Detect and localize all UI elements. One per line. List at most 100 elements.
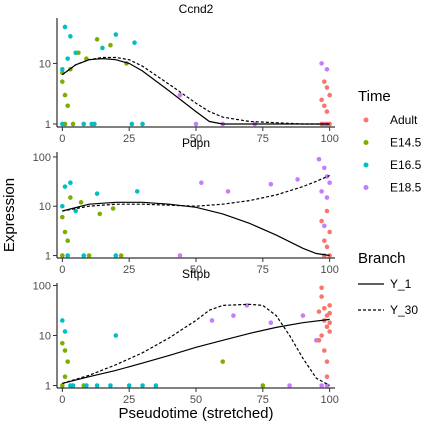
x-tick-label: 100: [320, 394, 338, 406]
data-point-adult: [327, 92, 332, 98]
data-point-e14-5: [86, 253, 92, 258]
data-point-e16-5: [81, 121, 87, 127]
data-point-e18-5: [319, 61, 324, 66]
y-tick-label: 10: [39, 331, 51, 343]
x-tick-label: 25: [123, 264, 135, 276]
y-tick-label: 10: [39, 58, 51, 70]
y-tick-label: 10: [39, 201, 51, 213]
data-point-e18-5: [322, 223, 327, 229]
x-tick-label: 25: [123, 394, 135, 406]
data-point-e18-5: [268, 320, 274, 326]
data-point-adult: [322, 348, 327, 353]
data-point-e14-5: [60, 383, 65, 388]
x-tick-label: 100: [320, 133, 338, 145]
x-tick-label: 0: [59, 394, 65, 406]
x-tick-label: 50: [190, 264, 202, 276]
data-point-e18-5: [319, 383, 324, 388]
data-point-e16-5: [140, 121, 145, 127]
data-point-adult: [316, 309, 322, 314]
legend-time-title: Time: [358, 88, 391, 105]
data-point-adult: [327, 320, 332, 326]
data-point-e16-5: [108, 383, 113, 388]
data-point-e16-5: [65, 253, 70, 258]
legend-key-e14-5: [363, 140, 369, 145]
data-point-e16-5: [62, 184, 68, 189]
data-point-e14-5: [110, 206, 116, 211]
data-point-e16-5: [60, 66, 65, 72]
panel-sftpb: Sftpb 1 10 100 0 25 50 75 100: [33, 267, 339, 406]
data-point-adult: [319, 218, 324, 224]
data-point-e14-5: [78, 200, 84, 205]
legend-key-e18-5: [363, 185, 369, 190]
panel-title: Pdpn: [182, 136, 210, 150]
data-point-e18-5: [199, 180, 204, 186]
legend-label: Y_1: [390, 277, 412, 291]
y-axis-label: Expression: [1, 178, 18, 252]
trend-line-y_1: [61, 57, 330, 125]
data-point-adult: [327, 310, 332, 316]
data-point-adult: [327, 303, 332, 308]
y-tick-label: 1: [45, 381, 51, 393]
data-point-adult: [319, 97, 324, 103]
data-point-e18-5: [177, 92, 183, 98]
data-point-adult: [324, 244, 330, 250]
data-point-e18-5: [209, 318, 215, 323]
data-point-e14-5: [65, 238, 70, 243]
data-point-e16-5: [81, 253, 87, 258]
panel-title: Sftpb: [182, 267, 210, 281]
data-point-adult: [319, 294, 324, 299]
y-tick-label: 1: [45, 119, 51, 131]
data-point-e16-5: [134, 189, 140, 194]
data-point-adult: [324, 324, 330, 329]
data-point-e16-5: [92, 121, 97, 127]
data-point-e14-5: [65, 103, 70, 109]
trend-line-y_30: [61, 56, 330, 125]
data-point-e18-5: [268, 181, 274, 187]
data-point-e16-5: [62, 329, 68, 334]
data-point-adult: [324, 85, 330, 90]
data-point-e16-5: [68, 180, 73, 186]
data-point-adult: [319, 333, 324, 338]
data-point-adult: [322, 305, 327, 311]
data-point-adult: [322, 103, 327, 109]
x-tick-label: 25: [123, 133, 135, 145]
data-point-e14-5: [60, 214, 65, 220]
data-point-e14-5: [108, 42, 113, 48]
panel-title: Ccnd2: [179, 2, 214, 16]
data-point-e16-5: [73, 50, 79, 56]
data-point-e16-5: [73, 208, 79, 214]
data-point-e14-5: [68, 195, 73, 200]
data-point-e16-5: [70, 383, 76, 388]
data-point-e16-5: [132, 40, 137, 45]
data-point-e14-5: [60, 79, 65, 84]
data-point-adult: [322, 79, 327, 84]
trend-line-y_1: [62, 201, 330, 257]
data-point-e14-5: [65, 359, 70, 364]
data-point-e16-5: [60, 121, 65, 127]
data-point-e16-5: [84, 383, 89, 388]
legend-key-adult: [363, 117, 369, 123]
data-point-e18-5: [193, 121, 199, 127]
y-tick-label: 100: [33, 281, 51, 293]
x-axis-label: Pseudotime (stretched): [118, 405, 273, 422]
data-point-e14-5: [220, 359, 226, 364]
data-point-e18-5: [327, 180, 332, 186]
data-point-e16-5: [113, 32, 119, 37]
data-point-e14-5: [62, 92, 68, 98]
data-point-adult: [316, 338, 322, 343]
x-tick-label: 100: [320, 264, 338, 276]
data-point-adult: [324, 208, 330, 214]
data-point-e18-5: [300, 313, 306, 318]
data-point-adult: [322, 238, 327, 243]
data-point-adult: [319, 285, 324, 291]
data-point-e14-5: [60, 340, 65, 346]
x-tick-label: 75: [257, 394, 269, 406]
x-tick-label: 50: [190, 133, 202, 145]
legend-time: Time Adult E14.5 E16.5 E18.5: [358, 88, 422, 195]
data-point-e14-5: [62, 374, 68, 379]
data-point-e16-5: [153, 383, 159, 388]
data-point-e18-5: [316, 156, 322, 162]
data-point-e14-5: [260, 383, 266, 388]
